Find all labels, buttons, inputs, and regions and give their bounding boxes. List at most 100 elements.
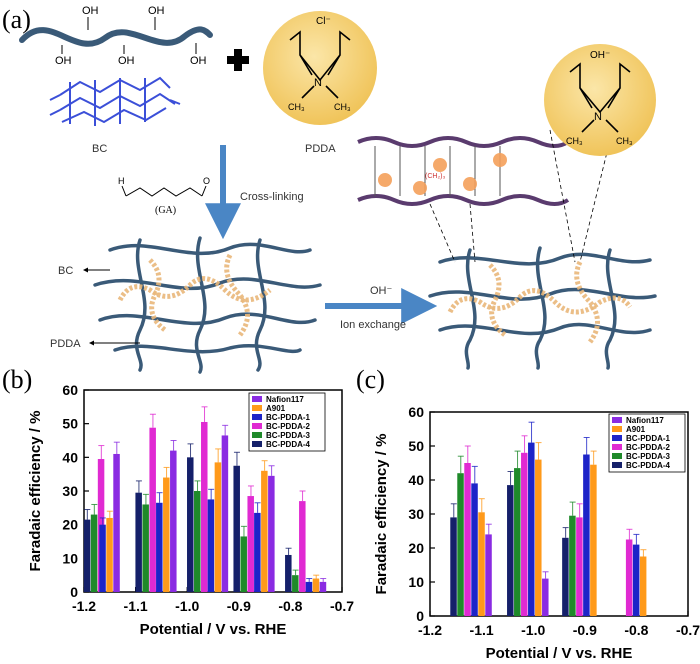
bar-bc-pdda-3 — [240, 536, 247, 592]
legend-label: BC-PDDA-2 — [626, 443, 671, 452]
bar-a901 — [106, 517, 113, 592]
bar-bc-pdda-1 — [99, 524, 106, 592]
bar-bc-pdda-1 — [207, 499, 215, 592]
plus-icon — [227, 49, 249, 71]
x-tick-label: -1.0 — [521, 622, 545, 638]
bar-bc-pdda-1 — [305, 581, 313, 592]
x-tick-label: -1.1 — [124, 598, 148, 614]
x-tick-label: -0.8 — [624, 622, 648, 638]
bar-bc-pdda-2 — [247, 496, 254, 592]
bar-bc-pdda-1 — [583, 454, 590, 616]
legend-swatch — [612, 444, 622, 450]
legend-swatch — [252, 414, 262, 420]
legend-label: BC-PDDA-1 — [266, 413, 311, 422]
y-tick-label: 20 — [408, 540, 424, 556]
legend-label: BC-PDDA-2 — [266, 422, 311, 431]
cellulose-structure — [49, 76, 181, 126]
legend-swatch — [252, 432, 262, 438]
x-tick-label: -0.7 — [676, 622, 700, 638]
legend-swatch — [612, 426, 622, 432]
bar-bc-pdda-3 — [142, 504, 149, 592]
nitrogen-label: N — [594, 111, 602, 123]
bar-bc-pdda-4 — [83, 519, 91, 592]
y-tick-label: 60 — [408, 404, 424, 420]
bar-bc-pdda-2 — [576, 517, 583, 616]
y-tick-label: 10 — [62, 550, 78, 566]
panel-c-label: (c) — [356, 365, 385, 394]
y-tick-label: 10 — [408, 574, 424, 590]
bar-bc-pdda-2 — [299, 501, 306, 592]
methyl-label: CH₃ — [334, 102, 351, 112]
legend-swatch — [252, 405, 262, 411]
legend-label: BC-PDDA-4 — [626, 461, 671, 470]
pdda-beads-left — [117, 253, 272, 337]
legend-swatch — [612, 417, 622, 423]
bar-bc-pdda-1 — [471, 483, 478, 616]
bar-nafion117 — [485, 534, 492, 616]
bar-bc-pdda-2 — [201, 421, 208, 592]
legend-label: BC-PDDA-1 — [626, 434, 671, 443]
methyl-label: CH₃ — [288, 102, 305, 112]
oh-label: OH — [55, 55, 72, 67]
nitrogen-label: N — [314, 77, 322, 89]
bar-bc-pdda-3 — [457, 473, 464, 616]
bar-bc-pdda-2 — [149, 427, 156, 592]
bar-a901 — [261, 470, 268, 592]
y-tick-label: 50 — [408, 438, 424, 454]
bar-nafion117 — [268, 475, 275, 592]
chain-label: (CH₂)₃ — [425, 173, 445, 180]
bar-a901 — [312, 578, 320, 592]
svg-text:H: H — [118, 176, 125, 186]
legend-label: A901 — [266, 404, 286, 413]
oh-sphere: OH⁻ N CH₃ CH₃ — [544, 44, 656, 156]
y-tick-label: 20 — [62, 517, 78, 533]
x-tick-label: -0.8 — [278, 598, 302, 614]
hydroxide-label: OH⁻ — [590, 50, 610, 61]
bar-nafion117 — [542, 578, 549, 616]
bar-bc-pdda-2 — [521, 452, 528, 616]
legend: Nafion117A901BC-PDDA-1BC-PDDA-2BC-PDDA-3… — [248, 392, 326, 452]
bc-label: BC — [92, 143, 107, 155]
legend-swatch — [612, 453, 622, 459]
x-tick-label: -1.0 — [175, 598, 199, 614]
bar-bc-pdda-1 — [632, 544, 640, 616]
legend-swatch — [252, 396, 262, 402]
bar-bc-pdda-3 — [292, 575, 299, 592]
bar-bc-pdda-3 — [514, 468, 521, 616]
legend-swatch — [252, 441, 262, 447]
oh-label: OH — [118, 55, 135, 67]
x-tick-label: -0.7 — [330, 598, 354, 614]
legend-label: Nafion117 — [626, 416, 664, 425]
y-tick-label: 40 — [62, 449, 78, 465]
oh-label: OH — [190, 55, 207, 67]
legend: Nafion117A901BC-PDDA-1BC-PDDA-2BC-PDDA-3… — [608, 413, 686, 473]
bar-nafion117 — [319, 581, 327, 592]
methyl-label: CH₃ — [616, 136, 633, 146]
bar-bc-pdda-3 — [90, 514, 98, 592]
y-tick-label: 60 — [62, 382, 78, 398]
bar-a901 — [535, 459, 542, 616]
y-tick-label: 50 — [62, 416, 78, 432]
network-pdda-label: PDDA — [50, 338, 81, 350]
legend-label: A901 — [626, 425, 646, 434]
pdda-sphere: Cl⁻ N CH₃ CH₃ — [263, 11, 377, 125]
y-tick-label: 0 — [416, 608, 424, 624]
chart-c: 0 10 20 30 40 50 60 -1.2 -1.1 -1.0 -0.9 -0.8 -0.7 Pot… — [373, 404, 700, 662]
pdda-label: PDDA — [305, 143, 336, 155]
y-tick-label: 40 — [408, 472, 424, 488]
chloride-label: Cl⁻ — [316, 16, 331, 27]
bar-bc-pdda-4 — [562, 537, 569, 616]
panel-a-label: (a) — [2, 5, 31, 34]
bar-bc-pdda-4 — [135, 492, 142, 592]
x-tick-label: -1.2 — [418, 622, 442, 638]
bar-a901 — [163, 477, 170, 592]
x-tick-label: -0.9 — [227, 598, 251, 614]
y-tick-label: 30 — [62, 483, 78, 499]
y-tick-label: 30 — [408, 506, 424, 522]
oh-label: OH — [82, 5, 99, 17]
bar-bc-pdda-1 — [528, 442, 535, 616]
x-tick-label: -0.9 — [573, 622, 597, 638]
legend-swatch — [612, 462, 622, 468]
bar-a901 — [478, 512, 485, 616]
